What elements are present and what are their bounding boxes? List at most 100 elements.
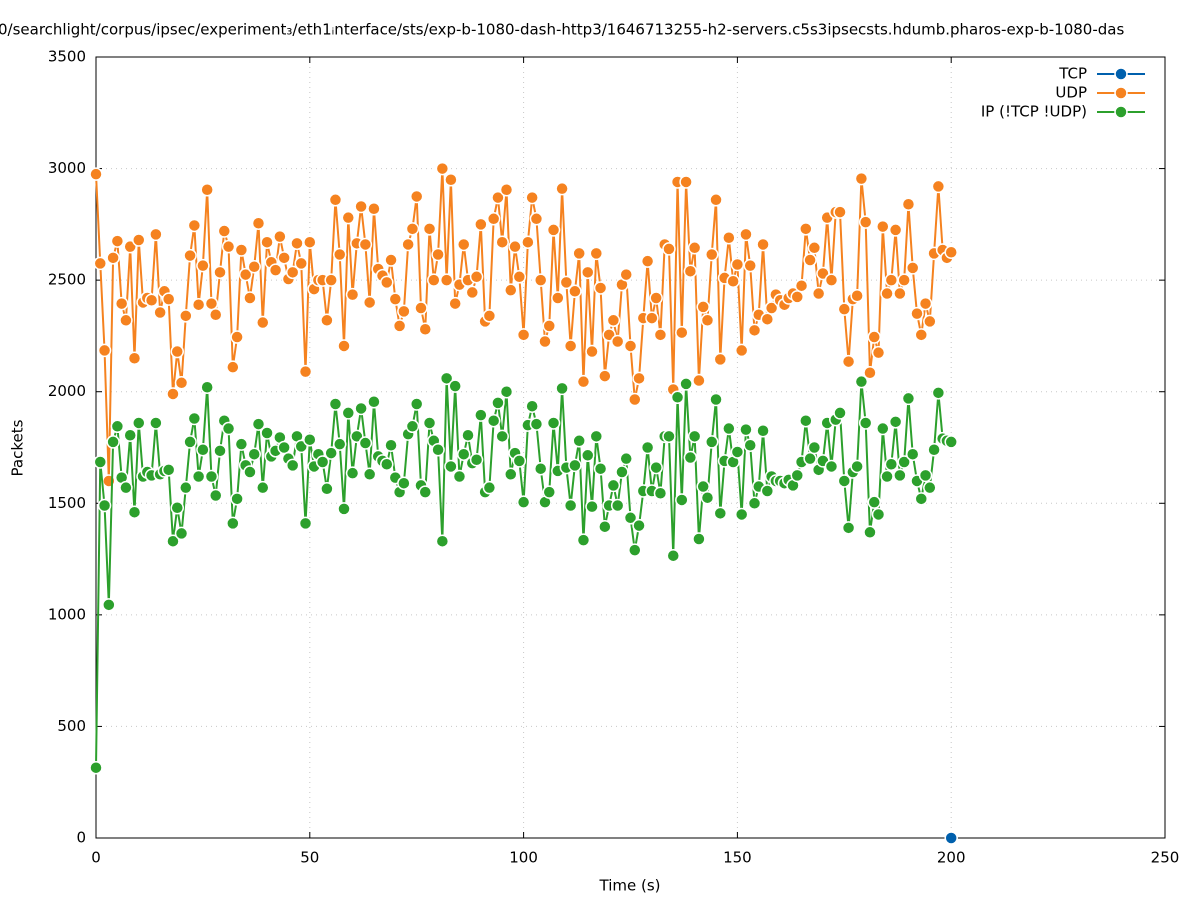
data-point [298,364,313,379]
data-point [110,234,125,248]
data-point [328,193,343,207]
data-point [397,476,411,490]
y-tick-label: 2500 [48,271,86,289]
data-point [183,248,197,263]
data-point [251,216,266,230]
data-point [529,417,544,431]
data-point [713,506,728,521]
legend-label: UDP [1055,84,1087,102]
data-point [824,459,839,474]
data-point [901,391,916,406]
data-point [628,392,642,407]
data-point [555,381,569,396]
data-point [623,339,638,353]
data-point [208,488,223,503]
data-point [504,467,518,482]
data-point [910,306,924,321]
data-point [204,469,219,484]
data-point [559,275,574,290]
data-point [341,406,356,420]
data-point [358,436,373,450]
data-point [576,533,591,547]
data-point [170,344,184,359]
data-point [303,235,317,249]
data-point [739,422,753,437]
data-point [191,297,206,312]
data-point [572,246,586,261]
data-point [580,265,595,280]
data-point [499,384,514,399]
data-point [734,507,749,522]
data-point [341,210,356,225]
data-point [221,421,236,436]
data-point [380,457,394,471]
data-point [568,458,582,473]
data-point [610,334,625,349]
data-point [880,286,894,301]
data-point [726,274,740,289]
data-point [871,345,886,360]
data-point [435,161,450,176]
data-point [166,387,180,401]
data-point [653,486,668,500]
data-point [743,438,757,453]
data-point [384,253,398,267]
y-tick-label: 500 [57,717,86,735]
data-point [542,485,557,499]
data-point [179,480,193,495]
data-point [606,478,621,493]
legend-label: IP (!TCP !UDP) [981,103,1087,121]
data-point [328,397,343,411]
data-point [196,258,210,273]
data-point [576,374,591,389]
data-point [97,498,112,513]
data-point [166,534,180,548]
data-point [794,278,809,293]
data-point [495,429,509,444]
data-point [858,215,873,229]
data-point [734,343,749,358]
data-point [102,598,116,612]
data-point [756,237,770,252]
x-tick-label: 150 [723,849,752,867]
data-point [149,227,163,242]
data-point [730,445,745,459]
data-point [888,415,903,429]
data-point [905,447,920,461]
data-point [97,343,112,358]
data-point [811,286,826,301]
data-point [367,395,381,409]
data-point [439,371,454,386]
data-point [93,256,108,271]
data-point [234,437,249,451]
data-point [260,426,274,440]
data-point [640,254,655,268]
data-point [345,287,360,302]
data-point [905,261,920,275]
data-point [213,265,227,280]
x-tick-label: 50 [300,849,319,867]
data-point [610,498,625,513]
data-point [474,217,488,232]
data-point [123,428,137,442]
data-point [931,179,946,194]
legend-marker [1114,105,1128,119]
data-point [354,401,368,416]
data-point [260,235,274,249]
data-point [799,222,813,236]
data-point [504,283,518,297]
data-point [790,468,805,483]
data-point [431,442,445,457]
data-point [747,496,762,511]
data-point [666,548,681,563]
data-point [799,413,813,428]
data-point [841,521,856,535]
data-point [572,434,586,448]
data-point [427,273,441,287]
data-point [486,212,501,226]
data-point [533,273,548,287]
data-point [760,484,775,498]
data-point [226,516,240,531]
data-point [533,461,548,476]
data-point [512,454,527,468]
